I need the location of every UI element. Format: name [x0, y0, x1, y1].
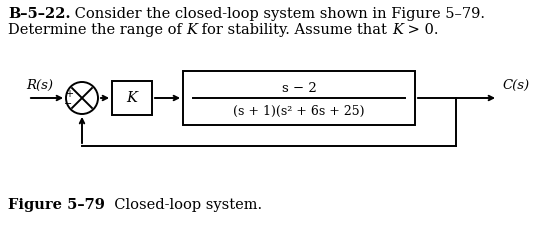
Text: Figure 5–79: Figure 5–79 — [8, 198, 105, 212]
Text: > 0.: > 0. — [403, 23, 438, 37]
Text: K: K — [126, 91, 138, 105]
Text: Closed-loop system.: Closed-loop system. — [105, 198, 262, 212]
Text: +: + — [65, 89, 73, 99]
Text: Consider the closed-loop system shown in Figure 5–79.: Consider the closed-loop system shown in… — [71, 7, 486, 21]
Text: s − 2: s − 2 — [282, 82, 316, 95]
Text: R(s): R(s) — [26, 79, 53, 92]
Bar — [112, 81, 152, 115]
Text: (s + 1)(s² + 6s + 25): (s + 1)(s² + 6s + 25) — [233, 104, 365, 117]
Text: −: − — [64, 99, 72, 109]
Text: for stability. Assume that: for stability. Assume that — [197, 23, 392, 37]
Bar — [183, 71, 415, 125]
Text: B–5–22.: B–5–22. — [8, 7, 71, 21]
Text: Determine the range of: Determine the range of — [8, 23, 187, 37]
Text: C(s): C(s) — [502, 79, 529, 92]
Text: K: K — [392, 23, 403, 37]
Text: K: K — [187, 23, 197, 37]
